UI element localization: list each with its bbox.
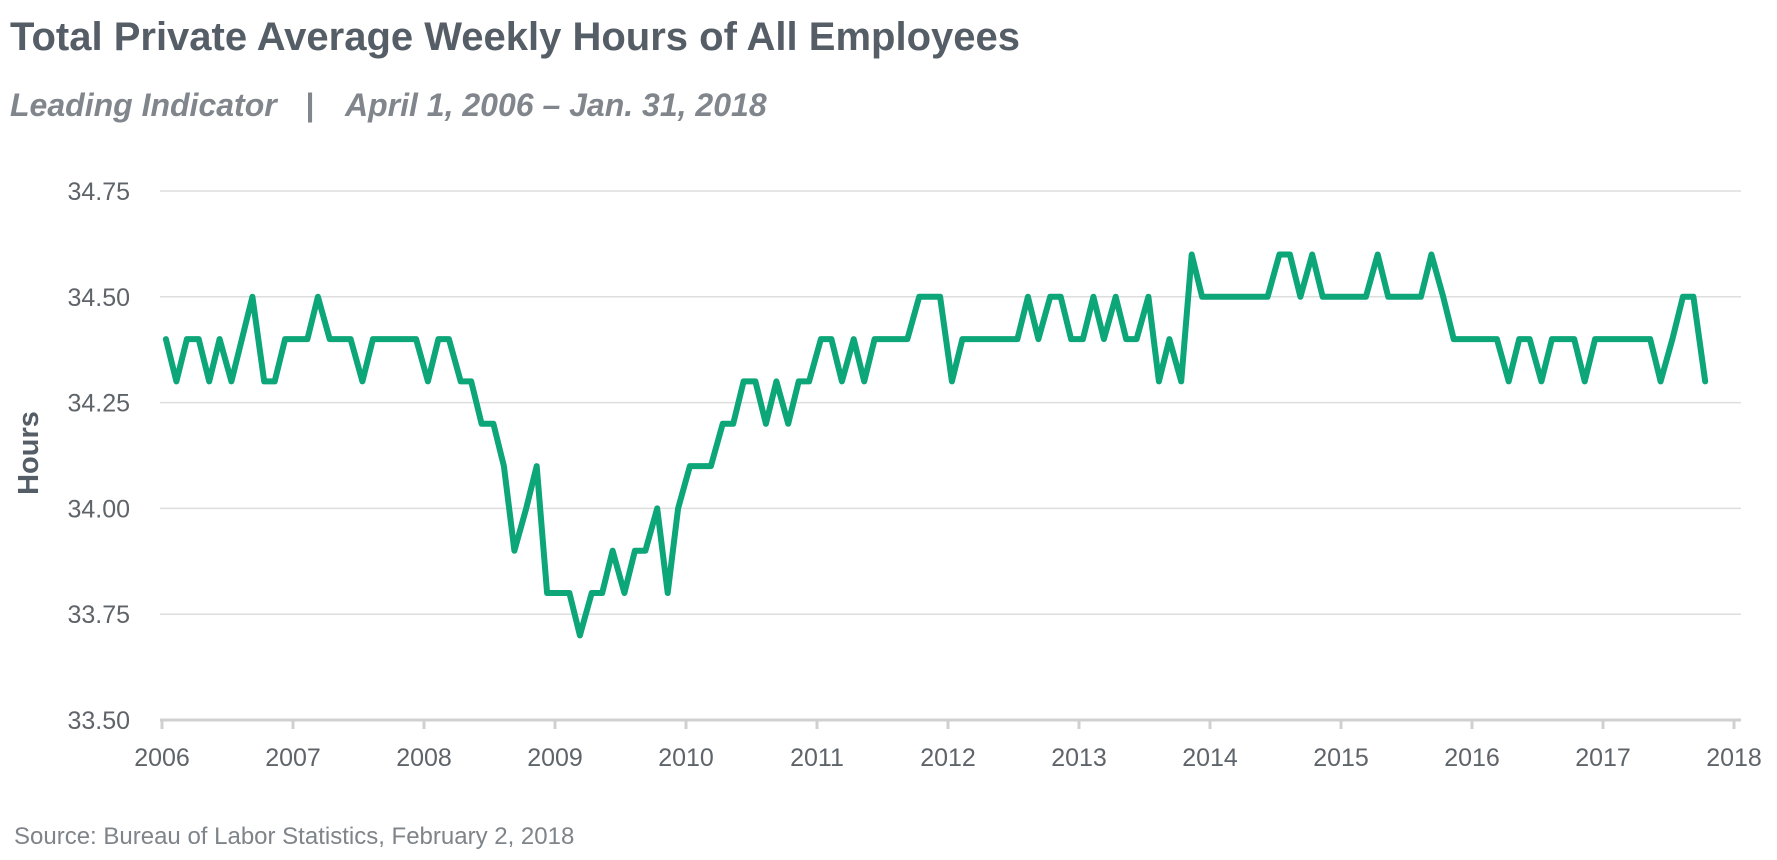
x-tick-label: 2013: [1051, 744, 1107, 772]
chart-title: Total Private Average Weekly Hours of Al…: [10, 15, 1020, 59]
x-axis-ticks: 2006 2007 2008 2009 2010 2011 2012 2013 2014 2015…: [134, 720, 1762, 772]
y-tick-label: 34.25: [67, 390, 130, 418]
x-tick-label: 2014: [1182, 744, 1238, 772]
y-tick-label: 34.50: [67, 284, 130, 312]
chart-subtitle: Leading Indicator | April 1, 2006 – Jan.…: [10, 87, 767, 123]
y-tick-label: 34.75: [67, 178, 130, 206]
subtitle-left: Leading Indicator: [10, 87, 278, 123]
x-tick-label: 2012: [920, 744, 976, 772]
y-tick-label: 33.75: [67, 601, 130, 629]
x-tick-label: 2018: [1706, 744, 1762, 772]
x-tick-label: 2006: [134, 744, 190, 772]
source-note: Source: Bureau of Labor Statistics, Febr…: [14, 823, 574, 850]
x-tick-label: 2016: [1444, 744, 1500, 772]
y-tick-label: 34.00: [67, 495, 130, 523]
series-lines: [162, 251, 1709, 639]
x-tick-label: 2017: [1575, 744, 1631, 772]
gridlines: [160, 190, 1741, 615]
x-tick-label: 2009: [527, 744, 583, 772]
x-tick-label: 2015: [1313, 744, 1369, 772]
subtitle-separator: |: [305, 87, 314, 123]
y-axis-title: Hours: [13, 411, 45, 495]
y-axis-ticks: 34.75 34.50 34.25 34.00 33.75 33.50: [67, 178, 130, 735]
x-tick-label: 2011: [790, 744, 844, 772]
subtitle-right: April 1, 2006 – Jan. 31, 2018: [344, 87, 767, 123]
x-tick-label: 2007: [265, 744, 321, 772]
x-tick-label: 2010: [658, 744, 714, 772]
series-line-0: [162, 251, 1709, 639]
x-tick-label: 2008: [396, 744, 452, 772]
y-tick-label: 33.50: [67, 707, 130, 735]
